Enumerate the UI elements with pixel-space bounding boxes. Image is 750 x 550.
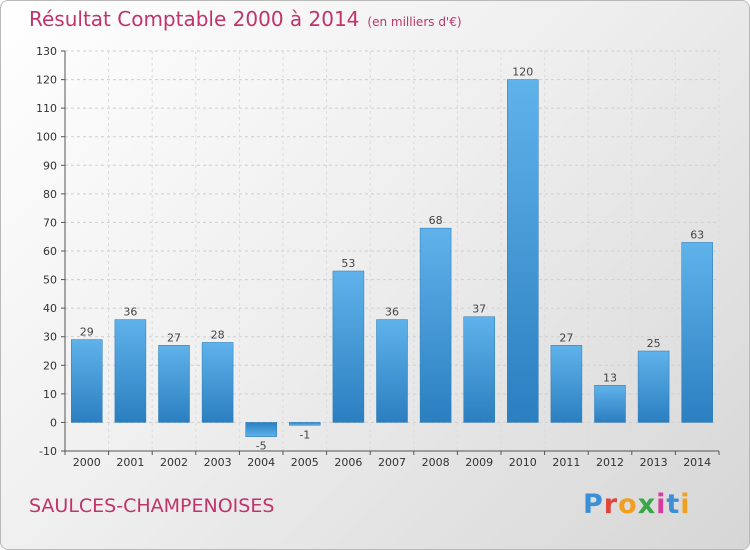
bar-2014	[681, 242, 713, 423]
y-tick-label: 80	[43, 188, 57, 201]
bar-2004	[245, 422, 277, 437]
y-tick-label: 40	[43, 302, 57, 315]
x-tick-label: 2004	[247, 456, 275, 469]
axes: -10 0 10 20 30 40 50 60 70 80 90 100 110 120 130 2000 20…	[36, 45, 720, 469]
value-label-2013: 25	[647, 337, 661, 350]
logo-letter: t	[666, 489, 681, 520]
value-label-2005: -1	[299, 428, 310, 441]
x-tick-label: 2014	[683, 456, 711, 469]
y-tick-label: 30	[43, 331, 57, 344]
chart-subtitle: (en milliers d'€)	[367, 15, 462, 29]
bar-2009	[463, 316, 495, 423]
y-tick-label: -10	[39, 445, 57, 458]
y-tick-label: 60	[43, 245, 57, 258]
bar-2003	[201, 342, 234, 423]
x-tick-label: 2001	[116, 456, 144, 469]
proxiti-logo: Proxiti	[583, 489, 691, 520]
bar-2008	[419, 227, 452, 423]
y-tick-label: 20	[43, 359, 57, 372]
bar-2001	[114, 319, 147, 423]
logo-letter: o	[618, 489, 638, 520]
y-tick-label: 100	[36, 131, 57, 144]
x-tick-label: 2007	[378, 456, 406, 469]
x-tick-label: 2008	[422, 456, 450, 469]
value-label-2001: 36	[123, 306, 137, 319]
bar-2011	[550, 345, 583, 423]
bar-2007	[376, 319, 408, 423]
chart-title-text: Résultat Comptable 2000 à 2014	[29, 7, 360, 31]
value-label-2008: 68	[429, 214, 443, 227]
y-tick-label: 90	[43, 159, 57, 172]
x-tick-label: 2006	[334, 456, 362, 469]
value-label-2010: 120	[512, 66, 533, 79]
value-label-2006: 53	[341, 257, 355, 270]
value-label-2002: 27	[167, 331, 181, 344]
y-tick-label: 10	[43, 388, 57, 401]
x-tick-label: 2005	[291, 456, 319, 469]
y-tick-label: 110	[36, 102, 57, 115]
x-tick-label: 2002	[160, 456, 188, 469]
value-label-2007: 36	[385, 306, 399, 319]
value-label-2009: 37	[472, 303, 486, 316]
x-tick-label: 2000	[73, 456, 101, 469]
value-label-2004: -5	[256, 440, 267, 453]
x-tick-label: 2003	[204, 456, 232, 469]
x-tick-label: 2010	[509, 456, 537, 469]
y-tick-label: 130	[36, 45, 57, 58]
value-label-2000: 29	[80, 326, 94, 339]
logo-letter: P	[583, 489, 604, 520]
bar-2006	[332, 270, 365, 423]
logo-letter: i	[656, 489, 667, 520]
y-tick-label: 50	[43, 274, 57, 287]
bar-2013	[637, 350, 670, 423]
bar-2002	[158, 345, 190, 423]
bar-2010	[507, 79, 539, 423]
y-tick-label: 0	[50, 416, 57, 429]
logo-letter: x	[637, 489, 657, 520]
x-tick-label: 2013	[640, 456, 668, 469]
x-tick-label: 2012	[596, 456, 624, 469]
x-tick-label: 2011	[552, 456, 580, 469]
bar-2000	[71, 339, 103, 423]
value-label-2012: 13	[603, 371, 617, 384]
commune-name: SAULCES-CHAMPENOISES	[29, 495, 275, 517]
x-tick-label: 2009	[465, 456, 493, 469]
value-labels: 29 36 27 28 -5 -1 53 36 68 37 120 27 13 25 63	[80, 66, 704, 453]
bar-2005	[289, 422, 321, 426]
bars	[71, 79, 713, 437]
bar-2012	[594, 385, 626, 423]
value-label-2011: 27	[559, 331, 573, 344]
logo-letter: i	[680, 489, 691, 520]
y-tick-label: 70	[43, 216, 57, 229]
value-label-2003: 28	[211, 328, 225, 341]
y-tick-label: 120	[36, 74, 57, 87]
logo-letter: r	[603, 489, 619, 520]
chart-title: Résultat Comptable 2000 à 2014 (en millie…	[29, 7, 462, 31]
value-label-2014: 63	[690, 228, 704, 241]
